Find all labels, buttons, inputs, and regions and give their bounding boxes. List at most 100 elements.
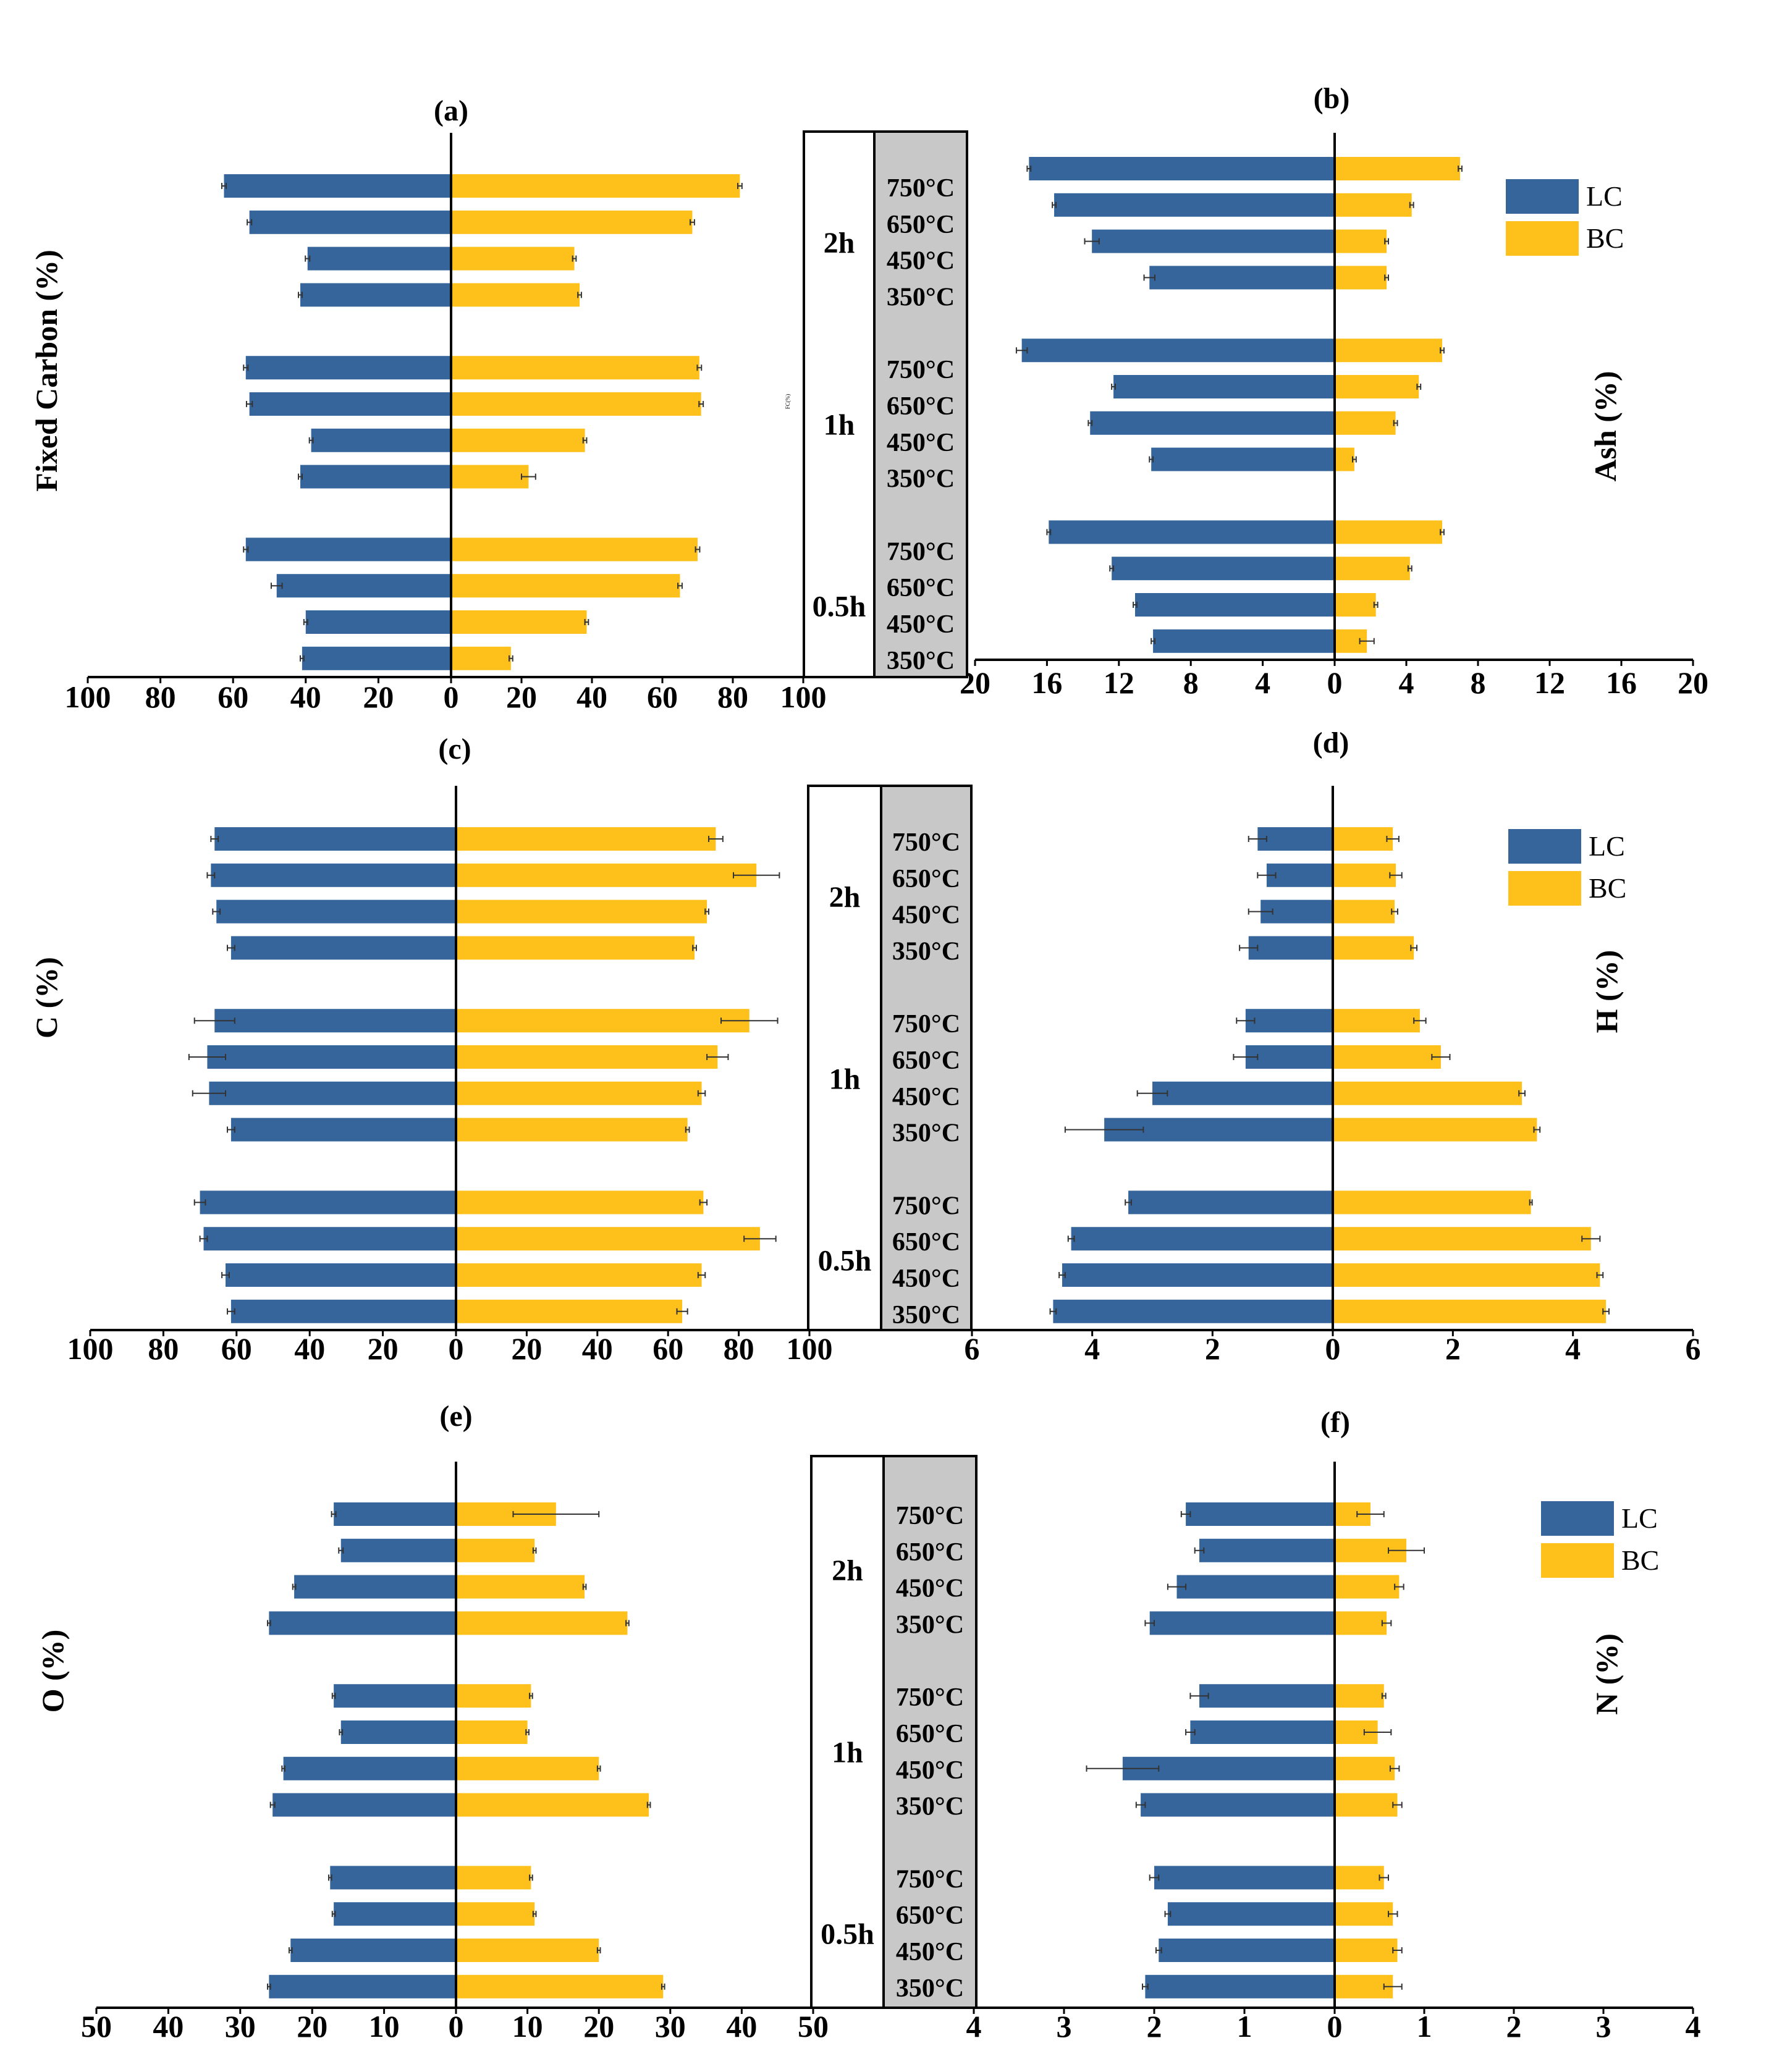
bar-bc: [1333, 1227, 1591, 1251]
x-tick-label: 60: [652, 1331, 683, 1366]
temperature-label: 650°C: [896, 1720, 964, 1748]
panel-b: 20 16 12 8 4 0 4 8 12 16 20(b)Ash (%): [960, 82, 1708, 700]
x-tick-label: 80: [145, 680, 176, 714]
x-tick-label: 40: [153, 2009, 184, 2044]
x-tick-label: 2: [1445, 1331, 1461, 1366]
temperature-label: 350°C: [892, 1119, 960, 1148]
bar-bc: [1333, 899, 1395, 924]
temperature-label: 450°C: [896, 1575, 964, 1603]
bar-bc: [1335, 1575, 1400, 1599]
bar-lc: [1153, 629, 1335, 653]
bar-bc: [451, 246, 575, 271]
bar-lc: [269, 1611, 456, 1635]
x-tick-label: 0: [1325, 1331, 1341, 1366]
bar-lc: [1029, 157, 1335, 180]
temperature-label: 750°C: [892, 1010, 960, 1038]
bar-bc: [1333, 1118, 1537, 1142]
bar-bc: [456, 1611, 628, 1635]
legend-label-lc: LC: [1586, 180, 1623, 212]
bar-lc: [230, 1118, 456, 1142]
temperature-label: 350°C: [892, 1301, 960, 1329]
bar-lc: [226, 1263, 456, 1287]
legend-3: LC BC: [1541, 1501, 1659, 1578]
bar-lc: [214, 1009, 456, 1033]
bar-bc: [1335, 1866, 1384, 1890]
x-tick-label: 40: [576, 680, 607, 714]
bar-bc: [451, 174, 740, 198]
temperature-label: 750°C: [896, 1683, 964, 1712]
temperature-label: 450°C: [887, 247, 955, 276]
bar-lc: [1128, 1190, 1333, 1215]
legend-swatch-bc: [1506, 221, 1579, 256]
x-tick-label: 20: [297, 2009, 327, 2044]
bar-bc: [456, 1190, 704, 1215]
bar-lc: [1190, 1720, 1335, 1744]
bar-lc: [245, 537, 451, 562]
bar-lc: [1145, 1974, 1335, 1998]
bar-lc: [1090, 411, 1335, 435]
x-tick-label: 100: [67, 1331, 114, 1366]
bar-lc: [1152, 1081, 1333, 1105]
x-tick-label: 30: [655, 2009, 686, 2044]
bar-bc: [1335, 557, 1410, 581]
bar-lc: [214, 827, 456, 851]
bar-lc: [305, 610, 451, 634]
bar-lc: [200, 1190, 456, 1215]
time-label: 1h: [824, 408, 855, 441]
bar-lc: [1134, 593, 1335, 617]
legend-label-lc: LC: [1621, 1502, 1658, 1534]
x-tick-label: 20: [506, 680, 537, 714]
x-tick-label: 2: [1147, 2009, 1162, 2044]
temperature-label: 650°C: [887, 392, 955, 421]
temperature-label: 350°C: [896, 1611, 964, 1639]
time-label: 2h: [824, 227, 855, 259]
temperature-label: 750°C: [887, 537, 955, 566]
x-tick-label: 50: [798, 2009, 829, 2044]
temperature-label: 750°C: [892, 828, 960, 857]
time-label: 0.5h: [813, 591, 866, 623]
category-box-row-3: 750°C 650°C 450°C 350°C 750°C 650°C 450°C 350°C…: [810, 1455, 978, 2009]
bar-lc: [1054, 193, 1335, 217]
bar-bc: [1335, 339, 1442, 363]
temperature-column: [882, 1455, 978, 2009]
bar-bc: [1335, 593, 1376, 617]
bar-bc: [451, 646, 511, 670]
bar-bc: [451, 428, 585, 452]
bar-lc: [334, 1684, 456, 1708]
temperature-label: 450°C: [892, 1265, 960, 1293]
bar-bc: [456, 1793, 649, 1817]
x-tick-label: 6: [965, 1331, 980, 1366]
x-tick-label: 40: [582, 1331, 613, 1366]
bar-bc: [456, 1756, 599, 1780]
x-tick-label: 8: [1183, 665, 1199, 700]
bar-bc: [456, 936, 695, 960]
bar-bc: [1333, 936, 1414, 960]
legend-2: LC BC: [1508, 829, 1626, 906]
bar-lc: [1159, 1939, 1335, 1962]
bar-bc: [1335, 411, 1396, 435]
x-tick-label: 60: [217, 680, 248, 714]
y-axis-label: H (%): [1589, 950, 1624, 1034]
bar-bc: [451, 537, 698, 562]
category-box-row-2: 750°C 650°C 450°C 350°C 750°C 650°C 450°C 350°C…: [807, 785, 973, 1331]
x-tick-label: 80: [724, 1331, 754, 1366]
x-tick-label: 2: [1506, 2009, 1522, 2044]
panel-label: (a): [434, 95, 468, 127]
bar-lc: [1199, 1684, 1335, 1708]
bar-lc: [1199, 1538, 1335, 1562]
bar-bc: [456, 1866, 531, 1890]
bar-lc: [209, 1081, 456, 1105]
bar-lc: [1245, 1009, 1333, 1033]
bar-lc: [294, 1575, 456, 1599]
bar-bc: [1333, 1081, 1522, 1105]
bar-bc: [456, 1263, 702, 1287]
time-label: 2h: [832, 1554, 863, 1587]
legend-label-bc: BC: [1586, 222, 1624, 254]
temperature-label: 650°C: [892, 865, 960, 893]
y-axis-label: O (%): [35, 1630, 70, 1713]
temperature-label: 750°C: [896, 1865, 964, 1893]
temperature-label: 750°C: [887, 356, 955, 384]
x-tick-label: 10: [369, 2009, 400, 2044]
bar-bc: [1335, 193, 1412, 217]
